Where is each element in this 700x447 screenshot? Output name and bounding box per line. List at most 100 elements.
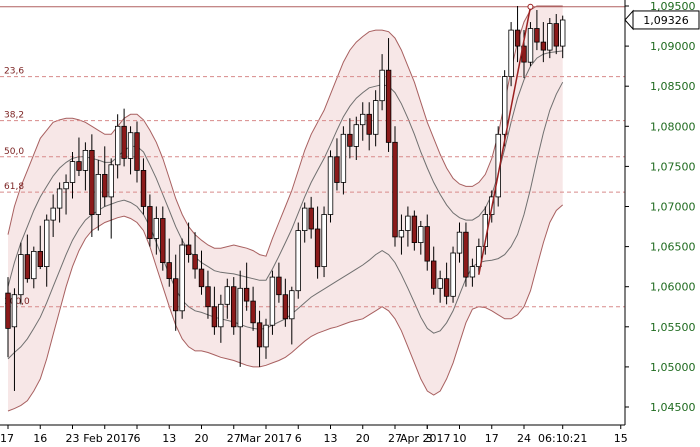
candle-body-67	[437, 278, 443, 289]
price-tick-label-1: 1,09000	[650, 40, 696, 53]
candle-body-59	[385, 69, 392, 143]
time-tick-label-19: 15	[614, 432, 628, 445]
candle-body-77	[501, 76, 508, 135]
candle-body-22	[147, 206, 153, 239]
trend-line	[478, 6, 532, 275]
candle-body-48	[314, 228, 321, 268]
candle-body-50	[327, 156, 334, 215]
candle-body-72	[469, 266, 476, 278]
time-tick-label-7: 27	[227, 432, 241, 445]
candle-body-53	[347, 133, 353, 147]
candle-body-21	[140, 169, 147, 207]
candle-body-24	[160, 218, 166, 263]
current-price-label: 1,09326	[643, 14, 689, 27]
candle-body-39	[256, 322, 263, 348]
price-tick-label-8: 1,05500	[650, 321, 696, 334]
time-tick-label-5: 13	[162, 432, 176, 445]
candle-body-26	[172, 278, 179, 312]
time-tick-label-13: Apr 2017	[400, 432, 451, 445]
candle-body-64	[418, 226, 424, 244]
candle-body-27	[179, 244, 185, 312]
candle-body-43	[282, 294, 289, 320]
candle-body-85	[553, 23, 559, 47]
candle-body-47	[308, 207, 314, 230]
bollinger-outer-upper	[7, 5, 563, 257]
candle-body-34	[224, 286, 230, 305]
price-tick-label-5: 1,07000	[650, 201, 696, 214]
fib-label-3: 61,8	[4, 182, 24, 192]
candle-body-4	[31, 250, 37, 280]
candle-body-10	[69, 161, 76, 183]
bollinger-outer-lower	[7, 204, 564, 412]
time-tick-label-9: 6	[295, 432, 302, 445]
candle-body-69	[450, 252, 456, 297]
bollinger-inner-upper	[7, 50, 563, 287]
candle-body-51	[334, 156, 340, 183]
candle-body-61	[398, 230, 405, 238]
candle-body-9	[63, 181, 69, 190]
candle-body-49	[321, 214, 327, 267]
time-tick-label-11: 20	[356, 432, 370, 445]
candle-body-86	[560, 19, 566, 47]
time-tick-label-14: 3	[426, 432, 433, 445]
candle-body-41	[269, 276, 276, 326]
price-tick-label-9: 1,05000	[650, 361, 696, 374]
candle-body-56	[366, 113, 372, 135]
candle-body-0	[5, 292, 11, 329]
candle-body-7	[50, 207, 56, 221]
candle-body-84	[547, 23, 553, 51]
candle-body-79	[514, 29, 521, 47]
candle-body-65	[424, 226, 430, 262]
candle-body-31	[205, 286, 211, 308]
candle-body-29	[192, 254, 198, 270]
time-tick-label-16: 17	[485, 432, 499, 445]
time-tick-label-1: 16	[33, 432, 47, 445]
candle-body-44	[289, 290, 295, 320]
candle-body-18	[121, 125, 127, 159]
candle-body-81	[527, 28, 534, 63]
candle-body-42	[276, 276, 282, 296]
candle-body-5	[37, 250, 43, 267]
candle-body-11	[76, 161, 82, 171]
candle-body-54	[353, 124, 359, 147]
time-tick-label-6: 20	[195, 432, 209, 445]
candles	[5, 6, 566, 391]
candle-body-13	[89, 149, 95, 215]
current-price-box	[632, 10, 700, 30]
candle-body-38	[250, 300, 256, 324]
candle-body-83	[540, 41, 547, 51]
candle-body-19	[127, 132, 134, 159]
candle-body-78	[508, 29, 514, 78]
price-tick-label-10: 1,04500	[650, 401, 696, 414]
candle-body-66	[430, 260, 437, 289]
candle-body-45	[295, 230, 301, 292]
price-tick-label-2: 1,08500	[650, 80, 696, 93]
candle-body-40	[263, 324, 269, 348]
trend-line-group	[478, 3, 534, 275]
time-tick-label-12: 27	[388, 432, 402, 445]
candle-body-52	[340, 133, 347, 183]
candle-body-20	[134, 132, 140, 171]
candle-body-63	[411, 215, 418, 244]
candle-body-33	[218, 303, 224, 328]
price-tick-label-7: 1,06000	[650, 281, 696, 294]
candle-body-35	[230, 286, 237, 328]
candle-body-71	[463, 231, 469, 278]
candle-body-30	[198, 268, 205, 288]
candle-body-68	[443, 278, 450, 297]
candle-body-55	[359, 113, 366, 126]
candle-body-6	[44, 219, 50, 268]
time-tick-label-10: 13	[324, 432, 338, 445]
price-axis: 1,09500 1,09000 1,08500 1,08000 1,07500 1,070…	[624, 0, 696, 425]
fib-label-1: 38,2	[4, 111, 24, 121]
candle-body-15	[102, 173, 108, 198]
candle-body-70	[456, 231, 463, 254]
candle-body-16	[108, 164, 114, 198]
candle-body-36	[237, 287, 243, 328]
bollinger-band-fill	[8, 6, 563, 411]
price-tick-label-4: 1,07500	[650, 160, 696, 173]
candle-body-23	[153, 218, 159, 239]
candle-body-58	[379, 69, 385, 102]
candle-body-73	[476, 246, 482, 268]
